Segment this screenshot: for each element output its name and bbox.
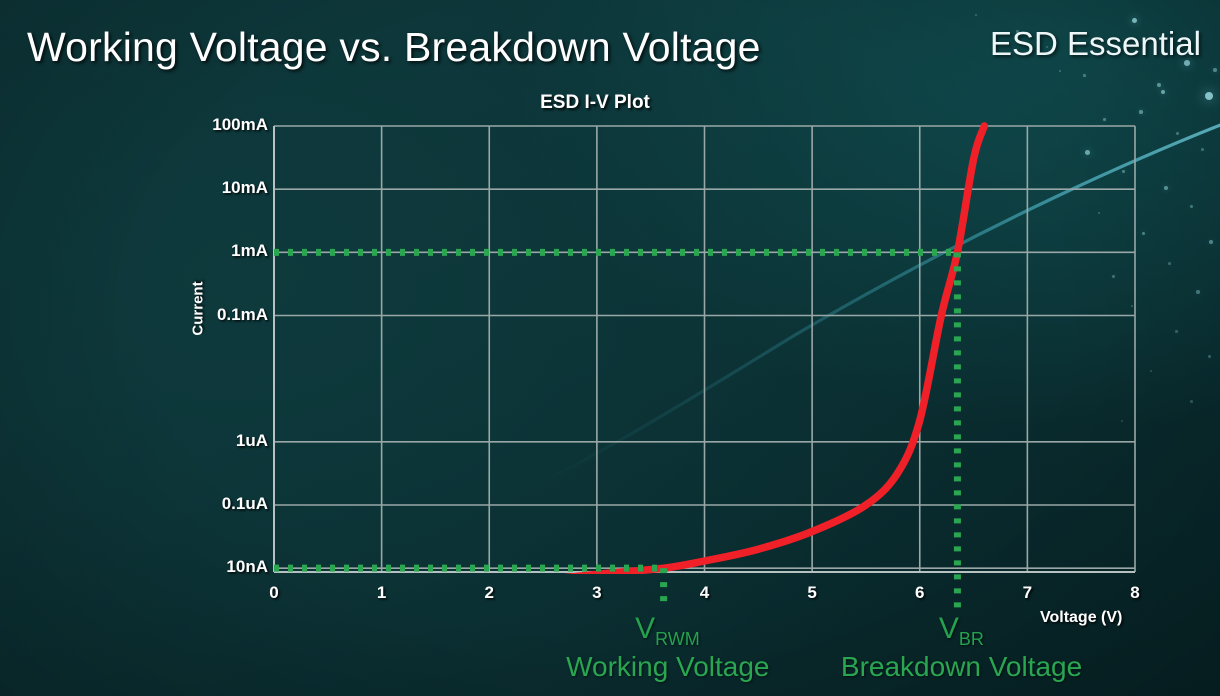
star-dot xyxy=(1132,18,1138,24)
marker-symbol-subscript: RWM xyxy=(655,629,700,649)
star-dot xyxy=(1157,83,1161,87)
brand-label: ESD Essential xyxy=(990,25,1201,62)
chart-gridlines xyxy=(273,125,1136,572)
star-dot xyxy=(1059,70,1062,73)
marker-symbol-letter: V xyxy=(938,612,959,645)
star-dot xyxy=(1184,60,1190,66)
y-tick-label: 1uA xyxy=(235,430,268,450)
y-tick-label: 100mA xyxy=(212,115,268,134)
iv-curve-line xyxy=(563,122,989,574)
x-tick-label: 6 xyxy=(915,583,925,602)
x-tick-label: 4 xyxy=(699,583,710,602)
y-axis-title: Current xyxy=(189,281,207,336)
x-tick-label: 0 xyxy=(269,583,279,602)
star-dot xyxy=(1083,74,1086,77)
x-axis-title: Voltage (V) xyxy=(1040,609,1123,626)
page-title: Working Voltage vs. Breakdown Voltage xyxy=(27,24,761,70)
marker-symbol-vrwm: VRWM xyxy=(635,612,700,650)
marker-lines xyxy=(274,248,961,609)
y-tick-label: 10nA xyxy=(226,557,268,577)
star-dot xyxy=(975,14,978,17)
star-dot xyxy=(1161,90,1166,95)
x-tick-label: 2 xyxy=(484,583,494,602)
chart-axes xyxy=(273,126,1135,573)
y-tick-label: 1mA xyxy=(231,241,268,261)
star-dot xyxy=(1213,68,1217,72)
x-tick-label: 1 xyxy=(376,583,387,602)
chart-title: ESD I-V Plot xyxy=(540,92,650,113)
star-dot xyxy=(1139,110,1143,114)
star-dot xyxy=(1103,118,1106,121)
marker-name-vrwm: Working Voltage xyxy=(566,651,770,682)
y-tick-label: 0.1uA xyxy=(221,494,268,513)
marker-symbol-letter: V xyxy=(635,612,656,645)
marker-symbol-subscript: BR xyxy=(958,629,984,649)
x-tick-label: 8 xyxy=(1130,583,1140,602)
y-tick-label: 0.1mA xyxy=(216,304,268,324)
star-dot xyxy=(1196,30,1200,34)
star-dot xyxy=(1205,92,1214,101)
marker-name-vbr: Breakdown Voltage xyxy=(840,651,1083,682)
x-tick-label: 3 xyxy=(592,583,602,602)
y-tick-label: 10mA xyxy=(221,178,268,198)
star-dot xyxy=(1046,46,1049,49)
marker-symbol-vbr: VBR xyxy=(939,612,984,650)
iv-curve xyxy=(563,122,989,574)
x-tick-label: 7 xyxy=(1022,583,1033,602)
star-dot xyxy=(1016,30,1019,33)
x-tick-label: 5 xyxy=(807,583,817,602)
